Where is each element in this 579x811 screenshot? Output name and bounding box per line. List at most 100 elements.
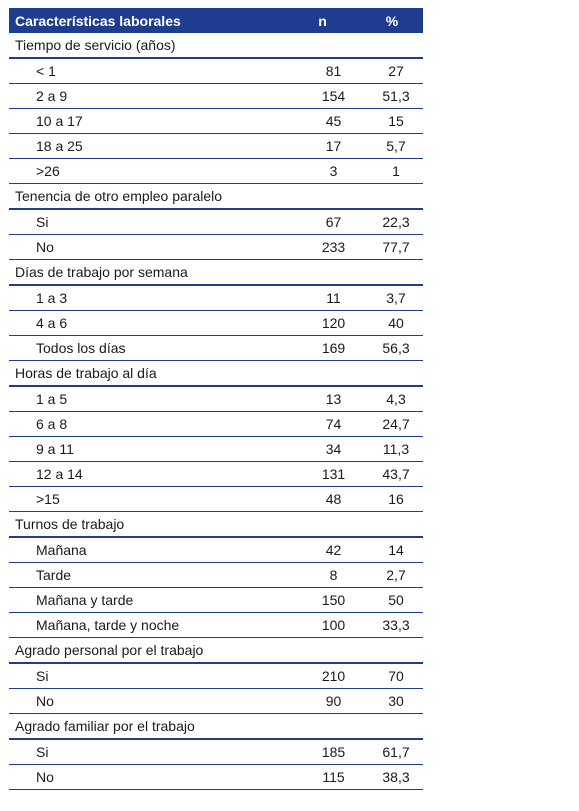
- table-row: No 90 30: [9, 688, 423, 714]
- table-row: Todos los días 169 56,3: [9, 335, 423, 361]
- row-percent: 22,3: [361, 209, 423, 235]
- empty-cell: [361, 259, 423, 286]
- category-row: Horas de trabajo al día: [9, 360, 423, 387]
- table-row: 4 a 6 120 40: [9, 310, 423, 336]
- header-row: Características laborales n %: [9, 8, 423, 33]
- row-percent: 4,3: [361, 386, 423, 412]
- category-label: Agrado personal por el trabajo: [9, 637, 284, 664]
- row-label: 1 a 3: [9, 285, 284, 311]
- table-row: Tarde 8 2,7: [9, 562, 423, 588]
- row-label: 2 a 9: [9, 83, 284, 109]
- row-percent: 51,3: [361, 83, 423, 109]
- row-count: 11: [284, 285, 361, 311]
- category-label: Agrado familiar por el trabajo: [9, 713, 284, 740]
- row-percent: 40: [361, 310, 423, 336]
- table-header: Características laborales n %: [9, 8, 423, 33]
- row-label: >26: [9, 158, 284, 184]
- category-row: Turnos de trabajo: [9, 511, 423, 538]
- row-count: 81: [284, 58, 361, 84]
- row-percent: 30: [361, 688, 423, 714]
- row-label: 10 a 17: [9, 108, 284, 134]
- row-percent: 77,7: [361, 234, 423, 260]
- empty-cell: [361, 511, 423, 538]
- row-count: 185: [284, 739, 361, 765]
- table-body: Tiempo de servicio (años) < 1 81 27 2 a 9 154…: [9, 33, 423, 790]
- row-label: Si: [9, 209, 284, 235]
- row-label: Si: [9, 739, 284, 765]
- row-percent: 2,7: [361, 562, 423, 588]
- empty-cell: [284, 713, 361, 740]
- empty-cell: [284, 511, 361, 538]
- table-row: 1 a 3 11 3,7: [9, 285, 423, 311]
- row-percent: 33,3: [361, 612, 423, 638]
- empty-cell: [361, 637, 423, 664]
- empty-cell: [361, 183, 423, 210]
- row-count: 90: [284, 688, 361, 714]
- row-label: Mañana, tarde y noche: [9, 612, 284, 638]
- row-count: 74: [284, 411, 361, 437]
- table-row: Mañana 42 14: [9, 537, 423, 563]
- category-row: Tenencia de otro empleo paralelo: [9, 183, 423, 210]
- row-percent: 56,3: [361, 335, 423, 361]
- table-row: No 115 38,3: [9, 764, 423, 790]
- table-row: >15 48 16: [9, 486, 423, 512]
- row-count: 13: [284, 386, 361, 412]
- row-label: No: [9, 688, 284, 714]
- row-percent: 50: [361, 587, 423, 613]
- empty-cell: [284, 360, 361, 387]
- row-count: 150: [284, 587, 361, 613]
- row-label: 18 a 25: [9, 133, 284, 159]
- table-row: Si 185 61,7: [9, 739, 423, 765]
- row-count: 233: [284, 234, 361, 260]
- row-label: 12 a 14: [9, 461, 284, 487]
- row-percent: 70: [361, 663, 423, 689]
- row-percent: 24,7: [361, 411, 423, 437]
- row-percent: 61,7: [361, 739, 423, 765]
- empty-cell: [284, 259, 361, 286]
- row-percent: 14: [361, 537, 423, 563]
- work-characteristics-table: Características laborales n % Tiempo de …: [9, 8, 423, 790]
- table-row: 9 a 11 34 11,3: [9, 436, 423, 462]
- table-row: 1 a 5 13 4,3: [9, 386, 423, 412]
- category-row: Agrado familiar por el trabajo: [9, 713, 423, 740]
- row-percent: 16: [361, 486, 423, 512]
- row-percent: 11,3: [361, 436, 423, 462]
- row-label: Mañana: [9, 537, 284, 563]
- row-count: 42: [284, 537, 361, 563]
- row-label: Si: [9, 663, 284, 689]
- category-label: Días de trabajo por semana: [9, 259, 284, 286]
- row-count: 100: [284, 612, 361, 638]
- header-percent: %: [361, 8, 423, 33]
- table-row: 2 a 9 154 51,3: [9, 83, 423, 109]
- table-row: 6 a 8 74 24,7: [9, 411, 423, 437]
- category-label: Tenencia de otro empleo paralelo: [9, 183, 284, 210]
- table-row: Si 67 22,3: [9, 209, 423, 235]
- row-count: 8: [284, 562, 361, 588]
- row-label: Todos los días: [9, 335, 284, 361]
- table-row: 18 a 25 17 5,7: [9, 133, 423, 159]
- empty-cell: [284, 33, 361, 59]
- empty-cell: [361, 360, 423, 387]
- row-count: 17: [284, 133, 361, 159]
- row-count: 169: [284, 335, 361, 361]
- row-label: No: [9, 764, 284, 790]
- row-label: No: [9, 234, 284, 260]
- row-count: 34: [284, 436, 361, 462]
- row-label: >15: [9, 486, 284, 512]
- row-count: 210: [284, 663, 361, 689]
- row-percent: 43,7: [361, 461, 423, 487]
- row-percent: 27: [361, 58, 423, 84]
- header-characteristics: Características laborales: [9, 8, 284, 33]
- row-count: 67: [284, 209, 361, 235]
- category-row: Tiempo de servicio (años): [9, 33, 423, 59]
- row-count: 115: [284, 764, 361, 790]
- row-label: 6 a 8: [9, 411, 284, 437]
- row-count: 3: [284, 158, 361, 184]
- table-row: 10 a 17 45 15: [9, 108, 423, 134]
- row-percent: 15: [361, 108, 423, 134]
- row-count: 131: [284, 461, 361, 487]
- row-percent: 3,7: [361, 285, 423, 311]
- table-row: Mañana y tarde 150 50: [9, 587, 423, 613]
- row-count: 120: [284, 310, 361, 336]
- row-count: 48: [284, 486, 361, 512]
